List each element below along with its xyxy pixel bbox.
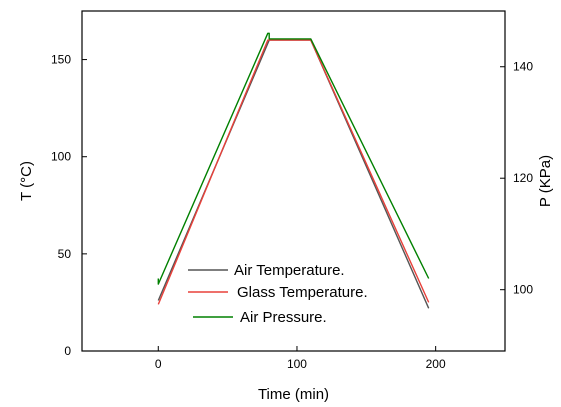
x-tick-label: 0 [155,357,162,371]
x-tick-label: 100 [287,357,307,371]
x-axis-title: Time (min) [258,386,329,403]
plot-frame [81,10,506,352]
y-right-tick-label: 100 [513,283,533,297]
y-left-tick-label: 150 [51,53,71,67]
ticks-layer: 0 100 200 0 50 100 150 100 120 140 [51,53,533,371]
series-line-1 [157,39,430,305]
legend: Air Temperature. Glass Temperature. Air Pr… [188,262,368,326]
y-right-tick-label: 140 [513,60,533,74]
x-tick-label: 200 [426,357,446,371]
legend-label: Glass Temperature. [237,284,368,301]
series-layer [157,32,430,309]
y-left-tick-label: 50 [58,247,72,261]
y-left-tick-label: 0 [64,344,71,358]
series-line-2 [157,32,430,285]
y-left-tick-label: 100 [51,150,71,164]
legend-label: Air Pressure. [240,309,327,326]
y-right-tick-label: 120 [513,171,533,185]
y-axis-right-title: P (KPa) [537,155,554,207]
legend-label: Air Temperature. [234,262,345,279]
plot-area [81,10,506,352]
y-axis-left-title: T (°C) [18,161,35,201]
